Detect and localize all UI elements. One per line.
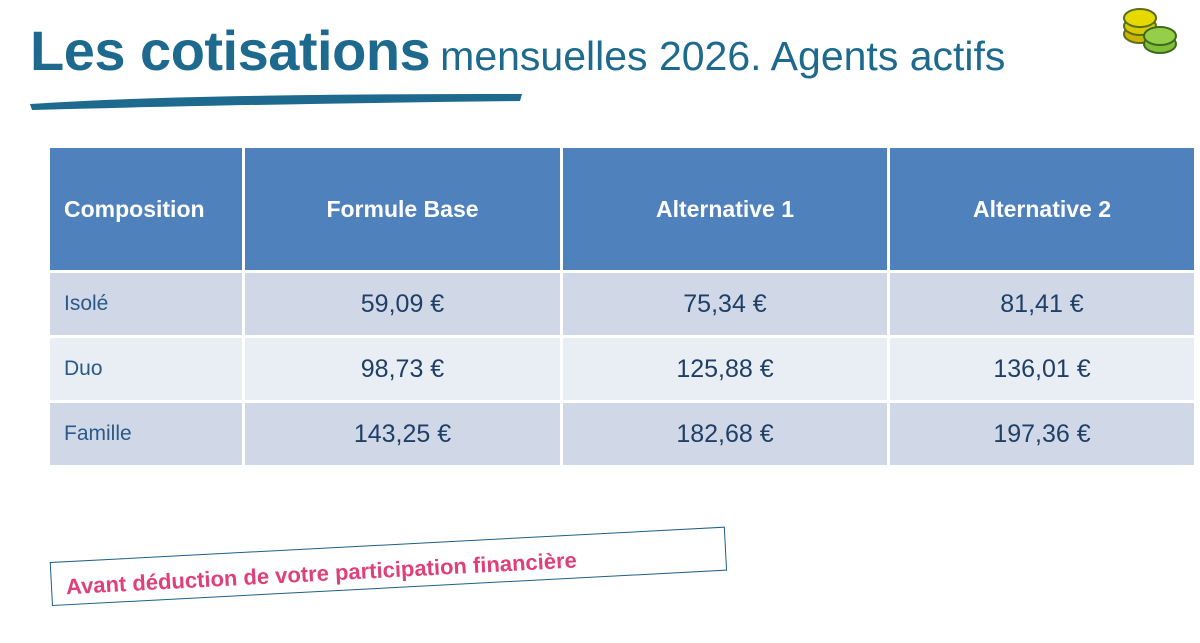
price-table: Composition Formule Base Alternative 1 A… <box>47 145 1197 468</box>
cell: 75,34 € <box>563 273 887 335</box>
cell: 182,68 € <box>563 403 887 465</box>
column-header: Alternative 2 <box>890 148 1194 270</box>
note-text: Avant déduction de votre participation f… <box>65 547 578 600</box>
column-header: Alternative 1 <box>563 148 887 270</box>
cell: 125,88 € <box>563 338 887 400</box>
cell: Duo <box>50 338 242 400</box>
coins-icon <box>1123 8 1177 54</box>
column-header: Composition <box>50 148 242 270</box>
title-bold: Les cotisations <box>30 19 431 82</box>
title: Les cotisations mensuelles 2026. Agents a… <box>30 18 1005 83</box>
cell: 197,36 € <box>890 403 1194 465</box>
underline-brush <box>30 94 522 110</box>
cell: 59,09 € <box>245 273 560 335</box>
cell: Isolé <box>50 273 242 335</box>
column-header: Formule Base <box>245 148 560 270</box>
note-box: Avant déduction de votre participation f… <box>49 526 728 606</box>
cell: 136,01 € <box>890 338 1194 400</box>
cell: Famille <box>50 403 242 465</box>
title-rest: mensuelles 2026. Agents actifs <box>440 33 1006 79</box>
cell: 81,41 € <box>890 273 1194 335</box>
cell: 143,25 € <box>245 403 560 465</box>
cell: 98,73 € <box>245 338 560 400</box>
